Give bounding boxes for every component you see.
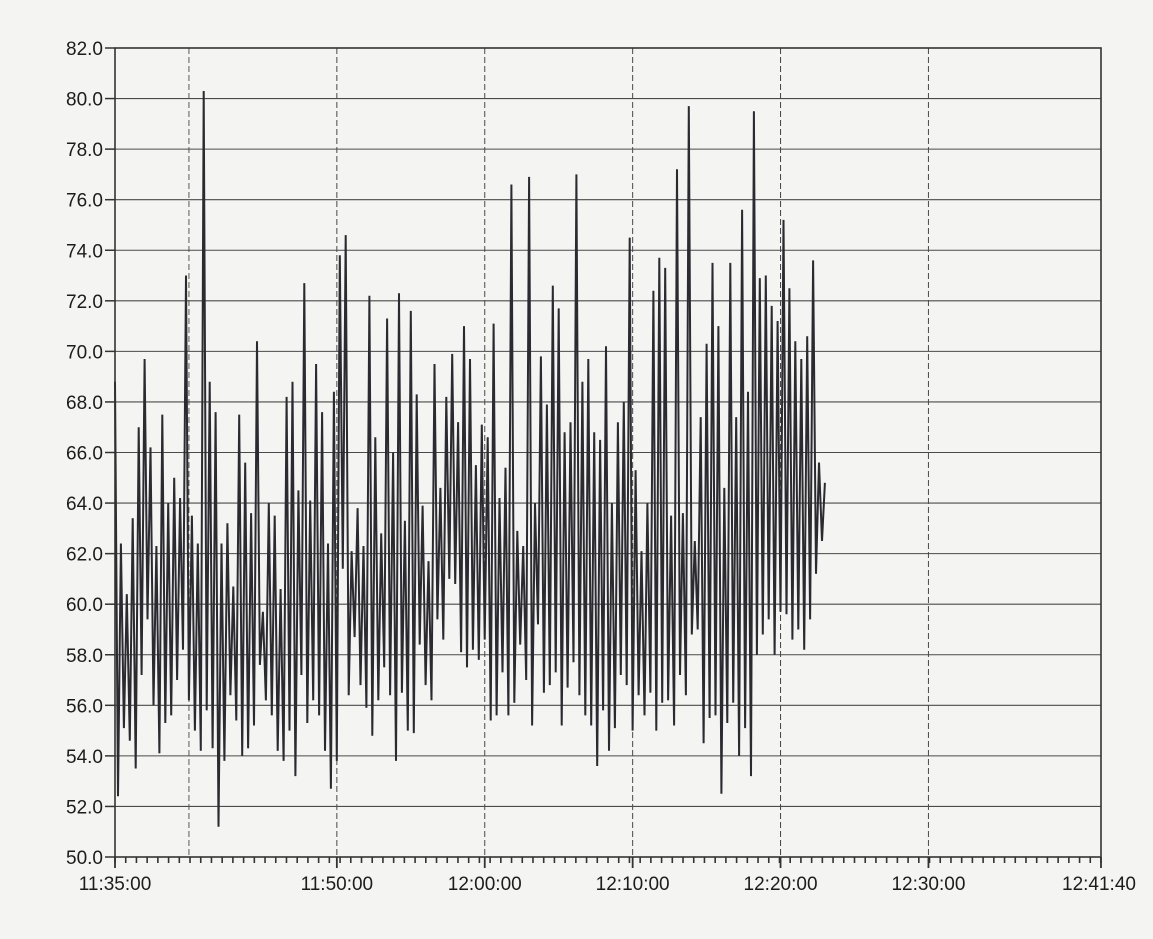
data-series	[114, 90, 826, 827]
y-tick-label: 56.0	[66, 696, 103, 717]
y-tick-label: 76.0	[66, 191, 103, 212]
x-tick-label: 11:35:00	[79, 874, 152, 895]
y-tick-label: 68.0	[66, 393, 103, 414]
x-tick-label: 12:30:00	[891, 874, 965, 895]
x-tick-label: 12:00:00	[448, 874, 522, 895]
y-axis-ticks: 50.0 52.0 54.0 56.0 58.0 60.0 62.0 64.0 66.0 68.0…	[66, 39, 115, 869]
y-tick-label: 82.0	[66, 39, 103, 60]
y-tick-label: 58.0	[66, 646, 103, 667]
y-tick-label: 60.0	[66, 595, 103, 616]
x-tick-label: 12:41:40	[1062, 874, 1136, 895]
y-tick-label: 66.0	[66, 444, 103, 465]
y-tick-label: 78.0	[66, 140, 103, 161]
y-tick-label: 62.0	[66, 545, 103, 566]
y-tick-label: 74.0	[66, 241, 103, 262]
x-axis-ticks: 11:35:00 11:50:00 12:00:00 12:10:00 12:20:00…	[79, 857, 1136, 895]
x-tick-label: 11:50:00	[301, 874, 374, 895]
x-tick-label: 12:10:00	[596, 874, 670, 895]
series-line	[114, 90, 826, 827]
y-tick-label: 64.0	[66, 494, 103, 515]
x-tick-label: 12:20:00	[744, 874, 818, 895]
y-tick-label: 72.0	[66, 292, 103, 313]
y-tick-label: 54.0	[66, 747, 103, 768]
y-tick-label: 50.0	[66, 848, 103, 869]
y-tick-label: 70.0	[66, 342, 103, 363]
y-tick-label: 80.0	[66, 90, 103, 111]
y-tick-label: 52.0	[66, 797, 103, 818]
